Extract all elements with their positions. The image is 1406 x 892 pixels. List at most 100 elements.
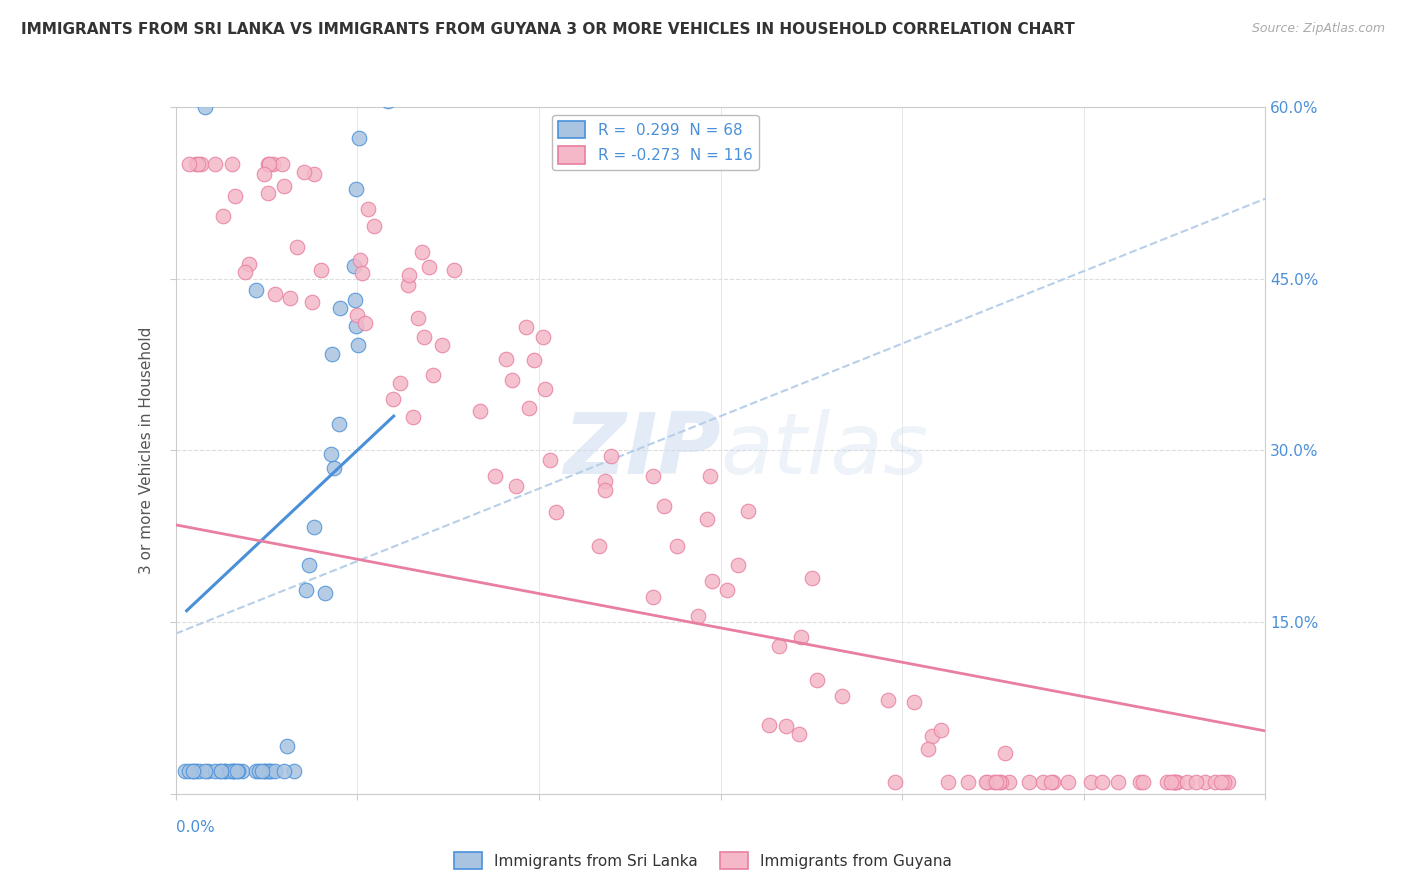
Point xyxy=(432,77,454,91)
Point xyxy=(501,373,523,387)
Point xyxy=(264,764,287,778)
Point xyxy=(599,450,621,464)
Point xyxy=(238,257,260,271)
Point xyxy=(347,338,370,352)
Point xyxy=(921,729,943,743)
Point xyxy=(447,77,470,91)
Point xyxy=(998,775,1021,789)
Point xyxy=(768,639,790,653)
Point xyxy=(399,77,422,91)
Point xyxy=(876,693,898,707)
Point xyxy=(278,291,301,305)
Point xyxy=(222,764,245,778)
Point xyxy=(1216,775,1239,789)
Point xyxy=(344,293,367,308)
Point xyxy=(994,746,1017,760)
Point xyxy=(884,775,907,789)
Point xyxy=(388,376,411,391)
Point xyxy=(432,338,454,352)
Point xyxy=(984,775,1007,789)
Point xyxy=(209,764,232,778)
Point xyxy=(1056,775,1078,789)
Point xyxy=(346,308,368,322)
Point xyxy=(186,157,208,171)
Point xyxy=(439,77,461,91)
Point xyxy=(233,265,256,279)
Point xyxy=(1080,775,1102,789)
Point xyxy=(790,630,813,644)
Point xyxy=(686,608,709,623)
Point xyxy=(302,520,325,534)
Point xyxy=(271,157,294,171)
Point xyxy=(190,157,212,171)
Point xyxy=(831,689,853,703)
Text: Source: ZipAtlas.com: Source: ZipAtlas.com xyxy=(1251,22,1385,36)
Point xyxy=(344,319,367,334)
Point xyxy=(194,764,217,778)
Point xyxy=(363,77,385,91)
Point xyxy=(422,368,444,383)
Legend: Immigrants from Sri Lanka, Immigrants from Guyana: Immigrants from Sri Lanka, Immigrants fr… xyxy=(449,846,957,875)
Point xyxy=(957,775,980,789)
Point xyxy=(789,726,811,740)
Point xyxy=(444,77,467,91)
Point xyxy=(531,330,554,344)
Point xyxy=(413,330,436,344)
Point xyxy=(262,157,284,171)
Point xyxy=(534,382,557,396)
Text: IMMIGRANTS FROM SRI LANKA VS IMMIGRANTS FROM GUYANA 3 OR MORE VEHICLES IN HOUSEH: IMMIGRANTS FROM SRI LANKA VS IMMIGRANTS … xyxy=(21,22,1074,37)
Point xyxy=(222,764,245,778)
Point xyxy=(224,189,246,203)
Point xyxy=(1032,775,1054,789)
Y-axis label: 3 or more Vehicles in Household: 3 or more Vehicles in Household xyxy=(139,326,155,574)
Point xyxy=(406,77,429,91)
Point xyxy=(370,77,392,91)
Point xyxy=(354,316,377,330)
Point xyxy=(257,157,280,171)
Point xyxy=(314,586,336,600)
Point xyxy=(349,253,371,268)
Point xyxy=(204,157,226,171)
Point xyxy=(1132,775,1154,789)
Point xyxy=(546,505,568,519)
Point xyxy=(588,539,610,553)
Point xyxy=(495,352,517,367)
Point xyxy=(484,469,506,483)
Point xyxy=(257,764,280,778)
Point xyxy=(221,157,243,171)
Point xyxy=(654,499,676,513)
Point xyxy=(696,511,718,525)
Point xyxy=(382,392,405,406)
Point xyxy=(1204,775,1226,789)
Point xyxy=(412,77,434,91)
Point xyxy=(186,764,208,778)
Point xyxy=(1194,775,1216,789)
Point xyxy=(1163,775,1185,789)
Point xyxy=(413,77,436,91)
Point xyxy=(1166,775,1188,789)
Point xyxy=(806,673,828,687)
Point xyxy=(273,179,295,194)
Point xyxy=(245,283,267,297)
Point xyxy=(800,571,823,585)
Point xyxy=(1160,775,1182,789)
Point xyxy=(177,157,200,171)
Point xyxy=(1163,775,1185,789)
Point xyxy=(411,245,433,260)
Point xyxy=(396,77,419,91)
Point xyxy=(931,723,953,738)
Point xyxy=(214,764,236,778)
Point xyxy=(209,764,232,778)
Point xyxy=(406,310,429,325)
Point xyxy=(1175,775,1198,789)
Point xyxy=(181,764,204,778)
Point xyxy=(1156,775,1178,789)
Point xyxy=(1129,775,1152,789)
Point xyxy=(319,447,342,461)
Point xyxy=(343,260,366,274)
Point xyxy=(974,775,997,789)
Point xyxy=(294,164,316,178)
Point xyxy=(538,453,561,467)
Point xyxy=(666,539,689,553)
Point xyxy=(595,483,617,497)
